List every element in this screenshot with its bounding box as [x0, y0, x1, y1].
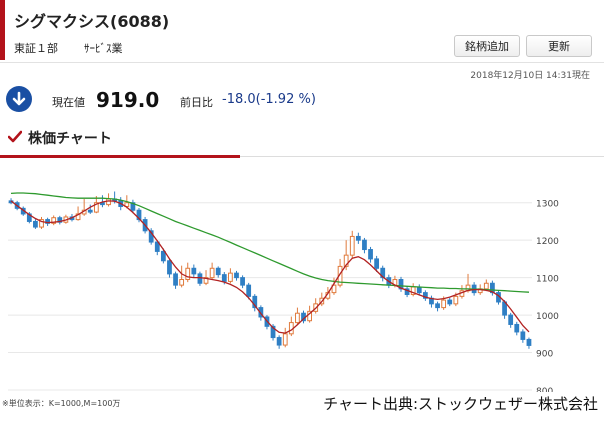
y-tick-label: 800 [536, 387, 553, 392]
candle-body [435, 303, 440, 309]
stock-header: シグマクシス(6088) 東証１部 ｻｰﾋﾞｽ業 銘柄追加 更新 [0, 0, 604, 62]
section-underline [0, 155, 240, 158]
chart-source: チャート出典:ストックウェザー株式会社 [323, 395, 598, 413]
candle-body [520, 331, 526, 340]
candle-body [295, 312, 300, 324]
candle-body [185, 267, 191, 281]
stock-price-chart: 1300 1200 1100 1000 900 800 [8, 191, 559, 392]
checkmark-icon [7, 129, 23, 148]
add-watch-button[interactable]: 銘柄追加 [454, 35, 520, 57]
market-label: 東証１部 [14, 42, 58, 55]
long-moving-average-line [10, 192, 530, 293]
candle-body [422, 292, 428, 299]
sector-label: ｻｰﾋﾞｽ業 [84, 42, 123, 55]
candle-body [209, 267, 215, 279]
quote-timestamp: 2018年12月10日 14:31現在 [470, 71, 590, 81]
price-label: 現在値 [52, 96, 85, 109]
candle-body [130, 202, 136, 211]
candle-body [349, 235, 355, 256]
candle-body [441, 299, 447, 309]
price-change: -18.0(-1.92 %) [222, 92, 316, 107]
candle-body [136, 209, 142, 221]
candle-body [100, 202, 105, 206]
down-arrow-icon [6, 86, 32, 112]
section-divider [240, 156, 604, 157]
candle-body [197, 273, 203, 284]
candle-body [355, 235, 361, 241]
candle-body [282, 333, 288, 346]
candle-body [87, 209, 93, 213]
y-tick-label: 1100 [536, 275, 559, 285]
candle-body [526, 338, 532, 346]
candle-body [240, 277, 245, 286]
refresh-button[interactable]: 更新 [526, 35, 592, 57]
candle-body [228, 272, 233, 282]
candle-body [514, 323, 520, 333]
change-label: 前日比 [180, 96, 213, 109]
candle-body [252, 295, 258, 309]
candle-body [234, 272, 239, 279]
candle-body [221, 274, 227, 282]
candle-body [398, 279, 404, 290]
current-price: 919.0 [96, 88, 160, 112]
candle-body [246, 284, 252, 297]
y-tick-label: 1300 [536, 200, 559, 210]
candle-body [93, 202, 99, 213]
candle-body [258, 307, 264, 318]
candle-body [45, 219, 50, 224]
candle-body [368, 249, 373, 260]
header-accent-bar [0, 0, 5, 60]
candle-body [270, 325, 276, 339]
candle-body [343, 254, 349, 267]
candle-body [203, 277, 209, 284]
y-tick-label: 900 [536, 350, 553, 360]
candle-body [33, 220, 38, 228]
unit-note: ※単位表示：K=1000,M=100万 [2, 399, 121, 408]
candle-body [276, 337, 282, 346]
stock-title: シグマクシス(6088) [14, 12, 170, 31]
candle-body [51, 217, 57, 224]
candle-body [447, 299, 453, 305]
candle-body [374, 258, 380, 269]
candle-body [154, 241, 160, 252]
candle-body [331, 284, 337, 294]
short-moving-average-line [10, 200, 530, 334]
candle-body [362, 239, 367, 251]
candle-body [160, 250, 166, 262]
candle-body [173, 273, 178, 286]
candle-body [167, 260, 172, 275]
candle-body [483, 282, 489, 290]
candle-body [508, 314, 514, 325]
candle-body [148, 230, 154, 243]
y-tick-label: 1000 [536, 312, 559, 322]
candle-body [215, 267, 221, 276]
candle-body [57, 217, 63, 223]
header-divider [0, 62, 604, 63]
candle-body [416, 286, 422, 294]
candle-body [191, 267, 197, 275]
y-tick-label: 1200 [536, 237, 559, 247]
chart-section-title: 株価チャート [28, 131, 112, 147]
candle-body [453, 295, 459, 305]
candle-body [39, 219, 44, 228]
candle-body [179, 279, 185, 286]
